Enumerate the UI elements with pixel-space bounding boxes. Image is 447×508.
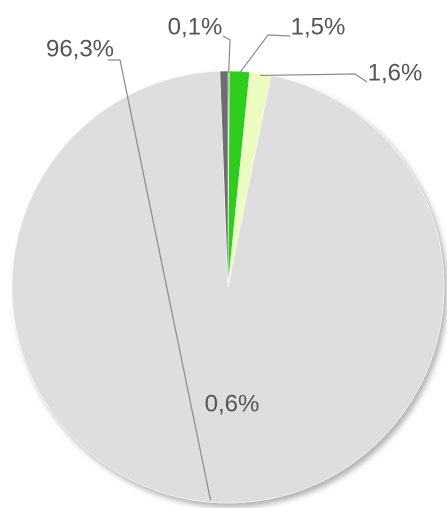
- data-label: 1,6%: [368, 59, 423, 86]
- leader-line: [260, 73, 368, 83]
- pie-slice: [219, 70, 229, 288]
- data-label: 0,6%: [205, 390, 260, 417]
- leader-line: [108, 59, 212, 501]
- leader-line: [222, 35, 231, 74]
- leader-line: [238, 34, 291, 74]
- data-label: 96,3%: [46, 35, 114, 62]
- data-label: 0,1%: [168, 13, 223, 40]
- pie: [11, 70, 445, 504]
- data-label: 1,5%: [291, 13, 346, 40]
- pie-slice: [11, 70, 445, 504]
